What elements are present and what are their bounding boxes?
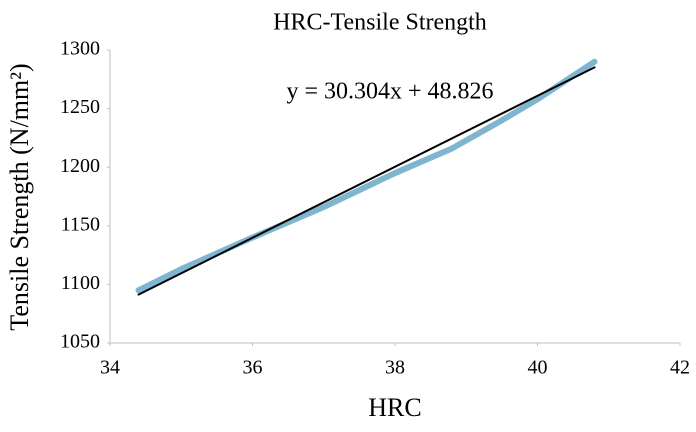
y-tick-label: 1200 [60,155,100,177]
y-tick-label: 1050 [60,331,100,353]
y-tick-label: 1300 [60,38,100,60]
x-axis-label: HRC [368,393,421,422]
annotation: y = 30.304x + 48.826 [286,79,493,105]
y-tick-label: 1250 [60,96,100,118]
x-tick-label: 36 [243,357,263,379]
x-tick-label: 34 [100,357,120,379]
chart-title: HRC-Tensile Strength [273,10,487,36]
x-tick-label: 40 [528,357,548,379]
x-tick-label: 38 [385,357,405,379]
data-line [135,58,598,294]
y-tick-label: 1150 [61,213,100,235]
y-axis-label: Tensile Strength (N/mm²) [5,63,34,330]
y-tick-label: 1100 [61,272,100,294]
trend-line [137,66,596,296]
x-tick-label: 42 [670,357,690,379]
